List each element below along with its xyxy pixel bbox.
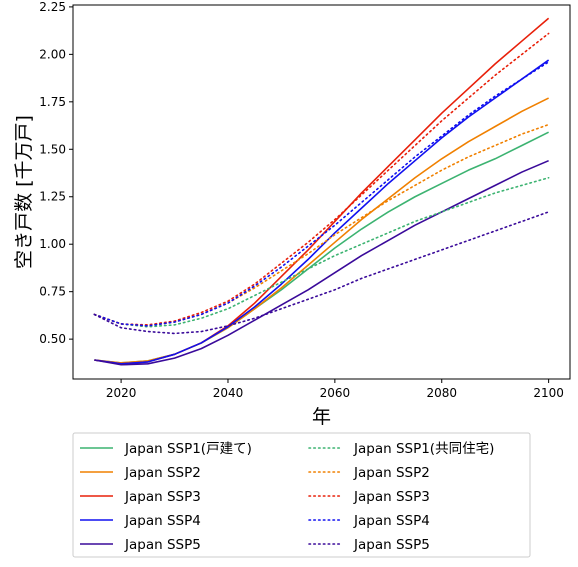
y-tick-label: 0.50 (39, 332, 66, 346)
legend-label: Japan SSP3 (124, 489, 201, 505)
x-axis-title: 年 (312, 406, 331, 428)
series-line-6 (93, 176, 550, 328)
series-layer (93, 17, 550, 366)
legend-label: Japan SSP2 (124, 465, 201, 481)
legend: Japan SSP1(戸建て) Japan SSP2 Japan SSP3 Japan… (72, 432, 531, 558)
legend-label: Japan SSP1(戸建て) (124, 441, 252, 457)
x-tick-label: 2100 (533, 386, 564, 400)
plot-area (72, 4, 571, 380)
x-axis-ticks: 2020 2040 2060 2080 2100 (106, 379, 564, 400)
legend-box (72, 432, 531, 558)
y-axis-title: 空き戸数 [千万戸] (13, 115, 35, 269)
legend-label: Japan SSP5 (124, 537, 201, 553)
y-tick-label: 1.25 (39, 190, 66, 204)
legend-label: Japan SSP4 (124, 513, 201, 529)
series-line-5 (94, 159, 549, 366)
y-tick-label: 1.00 (39, 237, 66, 251)
series-line-9 (93, 61, 550, 327)
y-tick-label: 0.75 (39, 285, 66, 299)
legend-label: Japan SSP1(共同住宅) (353, 441, 494, 457)
legend-label: Japan SSP4 (353, 513, 430, 529)
y-tick-label: 2.25 (39, 0, 66, 14)
legend-label: Japan SSP3 (353, 489, 430, 505)
x-tick-label: 2020 (106, 386, 137, 400)
y-tick-label: 1.50 (39, 142, 66, 156)
y-tick-label: 1.75 (39, 95, 66, 109)
series-line-8 (93, 32, 550, 326)
x-tick-label: 2060 (320, 386, 351, 400)
legend-label: Japan SSP2 (353, 465, 430, 481)
y-tick-label: 2.00 (39, 47, 66, 61)
x-tick-label: 2040 (213, 386, 244, 400)
series-line-4 (94, 59, 550, 365)
series-line-10 (93, 211, 550, 335)
legend-label: Japan SSP5 (353, 537, 430, 553)
x-tick-label: 2080 (426, 386, 457, 400)
y-axis-ticks: 0.50 0.75 1.00 1.25 1.50 1.75 2.00 2.25 (39, 0, 73, 346)
